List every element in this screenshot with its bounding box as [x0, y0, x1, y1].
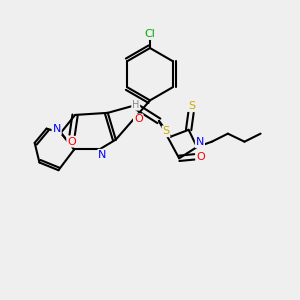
Text: S: S [188, 101, 195, 111]
Text: N: N [52, 124, 61, 134]
Text: O: O [196, 152, 205, 161]
Text: N: N [196, 137, 204, 147]
Text: N: N [98, 150, 106, 160]
Text: O: O [67, 137, 76, 147]
Text: Cl: Cl [145, 29, 155, 39]
Text: O: O [134, 114, 142, 124]
Text: S: S [163, 126, 170, 136]
Text: H: H [132, 100, 140, 110]
